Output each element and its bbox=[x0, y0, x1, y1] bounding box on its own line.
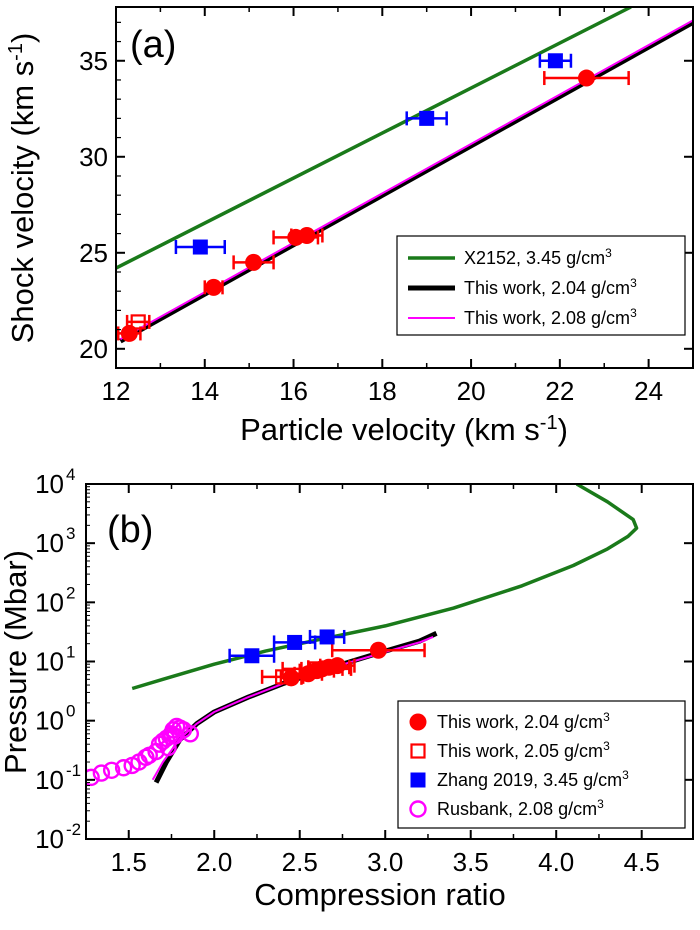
panel-b-ytick-exponent: 2 bbox=[66, 583, 75, 602]
panel-b-ytick-label: 10 bbox=[35, 706, 64, 736]
panel-a-point-3-2 bbox=[245, 253, 263, 271]
panel-a-point-5-1 bbox=[419, 110, 435, 126]
panel-a-xtick-label: 14 bbox=[190, 376, 219, 406]
panel-b-ytick-label: 10 bbox=[35, 587, 64, 617]
panel-b-point-6-1 bbox=[92, 764, 111, 782]
panel-a-curve-0 bbox=[116, 7, 632, 270]
panel-b-ytick-exponent: -2 bbox=[66, 820, 81, 839]
panel-b-xtick-label: 4.5 bbox=[624, 847, 660, 877]
panel-a-ytick-label: 20 bbox=[79, 334, 108, 364]
panel-b-point-5-2 bbox=[319, 629, 335, 645]
panel-b-point-3-6 bbox=[369, 641, 387, 659]
legend-label-zhang-2019: Zhang 2019, 3.45 g/cm3 bbox=[437, 768, 629, 790]
panel-b-ytick-label: 10 bbox=[35, 528, 64, 558]
panel-a-xtick-label: 20 bbox=[457, 376, 486, 406]
legend-label-this-work-204-b: This work, 2.04 g/cm3 bbox=[437, 710, 610, 732]
panel-b-ylabel: Pressure (Mbar) bbox=[0, 550, 33, 774]
panel-b-ytick-exponent: 3 bbox=[66, 524, 75, 543]
panel-b-points bbox=[86, 629, 426, 787]
panel-b-ytick-exponent: -1 bbox=[66, 761, 81, 780]
panel-a-point-5-0 bbox=[192, 239, 208, 255]
panel-b-ytick-label: 10 bbox=[35, 765, 64, 795]
panel-a-ytick-label: 35 bbox=[79, 46, 108, 76]
panel-b-ytick-exponent: 4 bbox=[66, 465, 75, 484]
legend-label-this-work-204: This work, 2.04 g/cm3 bbox=[464, 276, 637, 298]
panel-b-legend-box bbox=[397, 700, 686, 829]
panel-b-curve-0 bbox=[131, 484, 639, 691]
panel-b-xtick-label: 3.5 bbox=[453, 847, 489, 877]
legend-label-x2152: X2152, 3.45 g/cm3 bbox=[464, 246, 612, 268]
panel-a-xtick-label: 24 bbox=[634, 376, 663, 406]
panel-a-xtick-label: 12 bbox=[102, 376, 131, 406]
panel-a-xtick-label: 22 bbox=[545, 376, 574, 406]
panel-b-xtick-label: 4.0 bbox=[538, 847, 574, 877]
panel-b-point-3-5 bbox=[328, 657, 346, 675]
panel-b-ytick-label: 10 bbox=[35, 647, 64, 677]
panel-a-ytick-label: 30 bbox=[79, 142, 108, 172]
legend-marker-5 bbox=[410, 772, 426, 788]
panel-b-xtick-label: 2.0 bbox=[196, 847, 232, 877]
panel-b-xtick-label: 3.0 bbox=[367, 847, 403, 877]
panel-a-points bbox=[116, 53, 630, 342]
panel-b-curve-1 bbox=[151, 635, 434, 781]
panel-b-xtick-label: 1.5 bbox=[111, 847, 147, 877]
panel-a-ytick-label: 25 bbox=[79, 238, 108, 268]
panel-a-label: (a) bbox=[130, 24, 176, 66]
panel-b-point-6-2 bbox=[102, 761, 121, 779]
panel-a: 12 14 16 18 20 22 24 20 25 30 35 (a) Particle velo… bbox=[5, 6, 694, 447]
panel-b-ytick-exponent: 1 bbox=[66, 643, 75, 662]
panel-a-xlabel: Particle velocity (km s-1) bbox=[240, 412, 568, 447]
panel-b-ytick-label: 10 bbox=[35, 824, 64, 854]
legend-label-this-work-205: This work, 2.05 g/cm3 bbox=[437, 739, 610, 761]
panel-a-point-3-1 bbox=[205, 278, 223, 296]
panel-b-point-6-3 bbox=[114, 759, 133, 777]
panel-b-curve-2 bbox=[153, 631, 438, 784]
panel-b-point-5-1 bbox=[287, 634, 303, 650]
panel-b-xlabel: Compression ratio bbox=[254, 877, 506, 912]
panel-a-point-5-2 bbox=[547, 53, 563, 69]
panel-b-point-4-1 bbox=[309, 661, 325, 677]
legend-marker-3 bbox=[409, 713, 427, 731]
legend-marker-4 bbox=[410, 743, 426, 759]
panel-b-point-6-20 bbox=[181, 725, 200, 743]
legend-marker-6 bbox=[409, 800, 427, 818]
panel-a-xtick-label: 16 bbox=[279, 376, 308, 406]
panel-b-ytick-exponent: 0 bbox=[66, 702, 75, 721]
panel-a-point-4-0 bbox=[130, 314, 146, 330]
panel-a-ticks: 12 14 16 18 20 22 24 20 25 30 35 bbox=[79, 7, 693, 406]
panel-b-point-6-0 bbox=[86, 768, 100, 787]
legend-label-rusbank: Rusbank, 2.08 g/cm3 bbox=[437, 797, 604, 819]
panel-a-xtick-label: 18 bbox=[368, 376, 397, 406]
panel-a-point-3-4 bbox=[298, 227, 316, 245]
panel-b-legend: This work, 2.04 g/cm3 This work, 2.05 g/… bbox=[397, 700, 686, 829]
panel-a-legend: X2152, 3.45 g/cm3 This work, 2.04 g/cm3 … bbox=[396, 235, 686, 336]
panel-b-xtick-label: 2.5 bbox=[282, 847, 318, 877]
panel-a-frame bbox=[115, 6, 694, 369]
legend-label-this-work-208: This work, 2.08 g/cm3 bbox=[464, 306, 637, 328]
panel-b-ytick-label: 10 bbox=[35, 469, 64, 499]
panel-a-point-3-5 bbox=[577, 69, 595, 87]
panel-b-point-5-0 bbox=[244, 648, 260, 664]
panel-b-label: (b) bbox=[107, 509, 153, 551]
panel-a-ylabel: Shock velocity (km s-1) bbox=[5, 33, 40, 344]
